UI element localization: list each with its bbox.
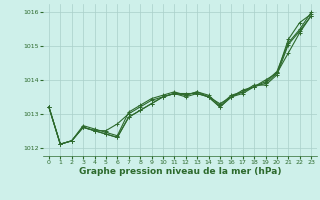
- X-axis label: Graphe pression niveau de la mer (hPa): Graphe pression niveau de la mer (hPa): [79, 167, 281, 176]
